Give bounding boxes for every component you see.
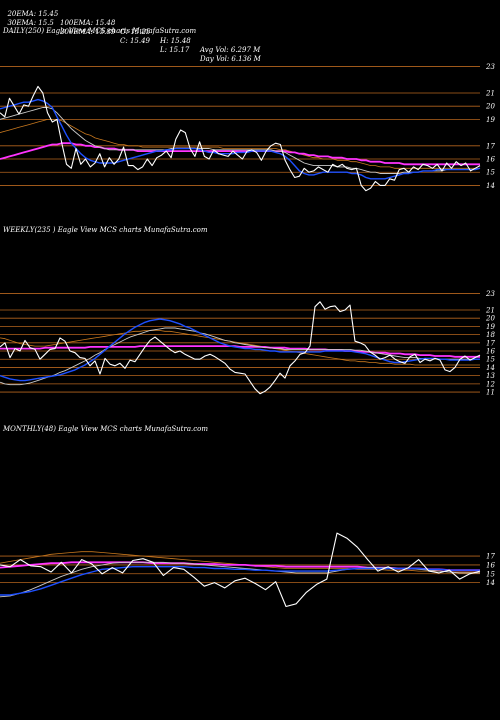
daily-level-label: 21 (485, 89, 495, 97)
weekly-price-line (0, 301, 481, 395)
ema200-value: 200EMA: 15.89 (60, 28, 116, 36)
daily-level-label: 17 (486, 142, 495, 150)
weekly-level-label: 16 (486, 348, 495, 356)
daily-ema-brown-line (0, 119, 480, 169)
high-value: H: 15.48 (160, 37, 191, 45)
ema30-value: 30EMA: 15.5 (7, 19, 54, 27)
monthly-panel-label: MONTHLY(48) Eagle View MCS charts Munafa… (3, 425, 208, 433)
weekly-level-label: 15 (486, 356, 495, 364)
weekly-ema-long-line (0, 345, 480, 358)
weekly-ema-short-line (0, 318, 480, 382)
weekly-level-label: 20 (485, 315, 495, 323)
daily-level-label: 15 (486, 169, 495, 177)
low-value: L: 15.17 (160, 46, 190, 54)
avg-vol-value: Avg Vol: 6.297 M (200, 46, 261, 54)
daily-level-label: 20 (485, 103, 495, 111)
monthly-ema-short-line (0, 566, 480, 596)
weekly-level-label: 14 (486, 364, 495, 372)
weekly-level-label: 19 (486, 323, 495, 331)
monthly-level-label: 16 (486, 561, 495, 569)
header-line-2: 30EMA: 15.5 200EMA: 15.89 C: 15.49 L: 15… (3, 10, 260, 64)
daily-price-line (0, 85, 481, 192)
daily-level-label: 23 (485, 63, 495, 71)
daily-level-label: 14 (486, 182, 495, 190)
daily-panel-label: DAILY(250) Eagle View MCS charts MunafaS… (3, 27, 197, 35)
monthly-level-label: 14 (486, 579, 495, 587)
daily-ema-short-line (0, 98, 481, 180)
weekly-level-label: 18 (486, 331, 495, 339)
weekly-level-label: 17 (486, 339, 495, 347)
weekly-level-label: 23 (485, 290, 495, 298)
monthly-level-label: 15 (486, 570, 495, 578)
daily-ema-long-line (0, 142, 480, 166)
daily-level-label: 19 (486, 116, 495, 124)
weekly-level-label: 13 (486, 372, 495, 380)
day-vol-value: Day Vol: 6.136 M (200, 55, 261, 63)
weekly-level-label: 11 (486, 389, 495, 397)
open-value: O: 15.25 (120, 28, 151, 36)
monthly-level-label: 17 (486, 553, 495, 561)
daily-ema-mid-line (0, 107, 481, 174)
weekly-level-label: 12 (486, 380, 495, 388)
weekly-panel-label: WEEKLY(235 ) Eagle View MCS charts Munaf… (3, 226, 208, 234)
ema100-value: 100EMA: 15.48 (60, 19, 116, 27)
header-line-1: 20EMA: 15.45 100EMA: 15.48 O: 15.25 H: 1… (3, 1, 260, 55)
weekly-level-label: 21 (485, 306, 495, 314)
monthly-price-line (0, 532, 481, 608)
weekly-ema-mid-line (0, 327, 480, 386)
ema20-value: 20EMA: 15.45 (7, 10, 59, 18)
close-value: C: 15.49 (120, 37, 150, 45)
weekly-ema-brown-line (0, 330, 480, 366)
daily-level-label: 16 (486, 156, 495, 164)
